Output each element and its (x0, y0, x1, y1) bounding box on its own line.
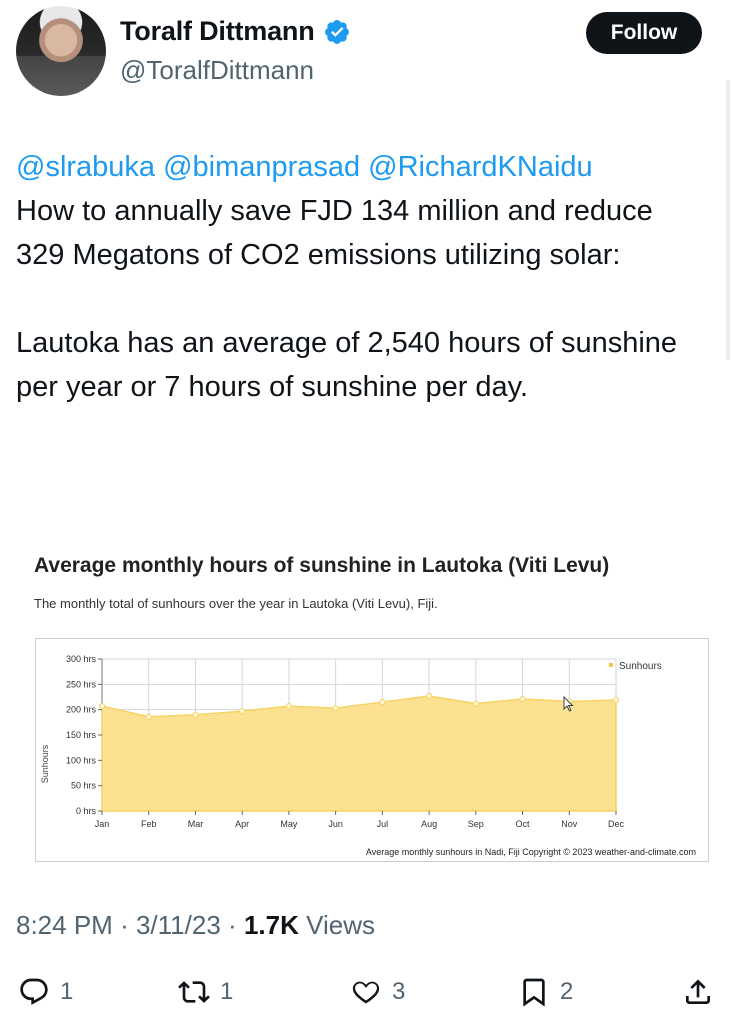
x-tick-label: Jan (95, 819, 110, 829)
x-tick-label: Jul (377, 819, 389, 829)
data-point (519, 695, 526, 703)
sunshine-chart: 0 hrs 50 hrs 100 hrs 150 hrs 200 hrs 250 hrs 3… (40, 654, 696, 857)
x-tick-label: Apr (235, 819, 249, 829)
bookmark-count: 2 (560, 978, 574, 1005)
data-point (98, 703, 106, 710)
y-axis-label: Sunhours (40, 744, 50, 783)
mentions-line: @slrabuka @bimanprasad @RichardKNaidu (16, 145, 716, 189)
chart-subtitle: The monthly total of sunhours over the y… (34, 596, 438, 611)
sunhours-area (101, 695, 617, 812)
separator: · (228, 910, 237, 940)
chart-frame: 0 hrs 50 hrs 100 hrs 150 hrs 200 hrs 250 hrs 3… (35, 638, 709, 862)
follow-button[interactable]: Follow (586, 12, 702, 54)
repost-count: 1 (220, 978, 234, 1005)
avatar[interactable] (16, 6, 106, 96)
views-count: 1.7K (243, 910, 299, 940)
mention-link[interactable]: @slrabuka (16, 151, 156, 183)
data-point (379, 698, 386, 706)
x-tick-label: Feb (141, 819, 157, 829)
data-point (425, 692, 433, 700)
tweet-date[interactable]: 3/11/23 (135, 910, 221, 940)
repost-button[interactable]: 1 (178, 976, 233, 1008)
tweet-media-image[interactable]: Average monthly hours of sunshine in Lau… (16, 530, 716, 890)
heart-icon (352, 981, 380, 1004)
data-point (472, 700, 479, 707)
share-icon (686, 979, 710, 1004)
mention-link[interactable]: @bimanprasad (163, 151, 361, 183)
tweet-text: @slrabuka @bimanprasad @RichardKNaidu How … (16, 145, 716, 409)
x-tick-label: Jun (328, 819, 343, 829)
reply-button[interactable]: 1 (18, 976, 73, 1008)
separator: · (120, 910, 129, 940)
legend-swatch (609, 663, 613, 667)
bookmark-button[interactable]: 2 (518, 976, 573, 1008)
reply-count: 1 (60, 978, 74, 1005)
x-tick-label: Aug (421, 819, 437, 829)
cursor-icon (563, 695, 574, 712)
scrollbar[interactable] (726, 80, 730, 360)
legend-label: Sunhours (619, 661, 662, 672)
y-tick-label: 300 hrs (66, 654, 97, 664)
chart-credit: Average monthly sunhours in Nadi, Fiji C… (366, 847, 696, 857)
repost-icon (178, 981, 210, 1003)
like-count: 3 (392, 978, 406, 1005)
data-point (332, 705, 339, 712)
data-point (285, 703, 293, 710)
y-tick-label: 0 hrs (76, 806, 97, 816)
y-tick-label: 50 hrs (71, 781, 97, 791)
tweet-paragraph-2: Lautoka has an average of 2,540 hours of… (16, 327, 678, 403)
data-point (612, 696, 620, 704)
tweet-paragraph-1: How to annually save FJD 134 million and… (16, 195, 653, 271)
data-point (192, 711, 199, 718)
bookmark-icon (523, 978, 545, 1007)
data-point (239, 708, 246, 715)
author-handle[interactable]: @ToralfDittmann (120, 55, 315, 85)
author-name-row: Toralf Dittmann (120, 16, 351, 47)
tweet-time[interactable]: 8:24 PM (16, 910, 113, 940)
verified-badge-icon (324, 19, 349, 44)
like-button[interactable]: 3 (350, 976, 405, 1008)
x-tick-label: Sep (468, 819, 484, 829)
action-bar: 1 1 3 2 (0, 968, 732, 1018)
x-tick-label: Dec (608, 819, 625, 829)
x-tick-label: Nov (561, 819, 578, 829)
y-tick-label: 200 hrs (66, 705, 97, 715)
author-display-name[interactable]: Toralf Dittmann (120, 16, 315, 46)
reply-icon (20, 978, 48, 1005)
share-button[interactable] (682, 976, 714, 1008)
tweet-meta: 8:24 PM · 3/11/23 · 1.7K Views (16, 910, 375, 941)
mention-link[interactable]: @RichardKNaidu (368, 151, 593, 183)
x-tick-label: Oct (516, 819, 531, 829)
data-point (145, 713, 152, 720)
views-label: Views (306, 910, 375, 940)
x-tick-label: Mar (188, 819, 204, 829)
x-tick-label: May (280, 819, 298, 829)
y-tick-label: 150 hrs (66, 730, 97, 740)
y-tick-label: 250 hrs (66, 679, 97, 689)
y-tick-label: 100 hrs (66, 755, 97, 765)
chart-title: Average monthly hours of sunshine in Lau… (34, 554, 610, 577)
